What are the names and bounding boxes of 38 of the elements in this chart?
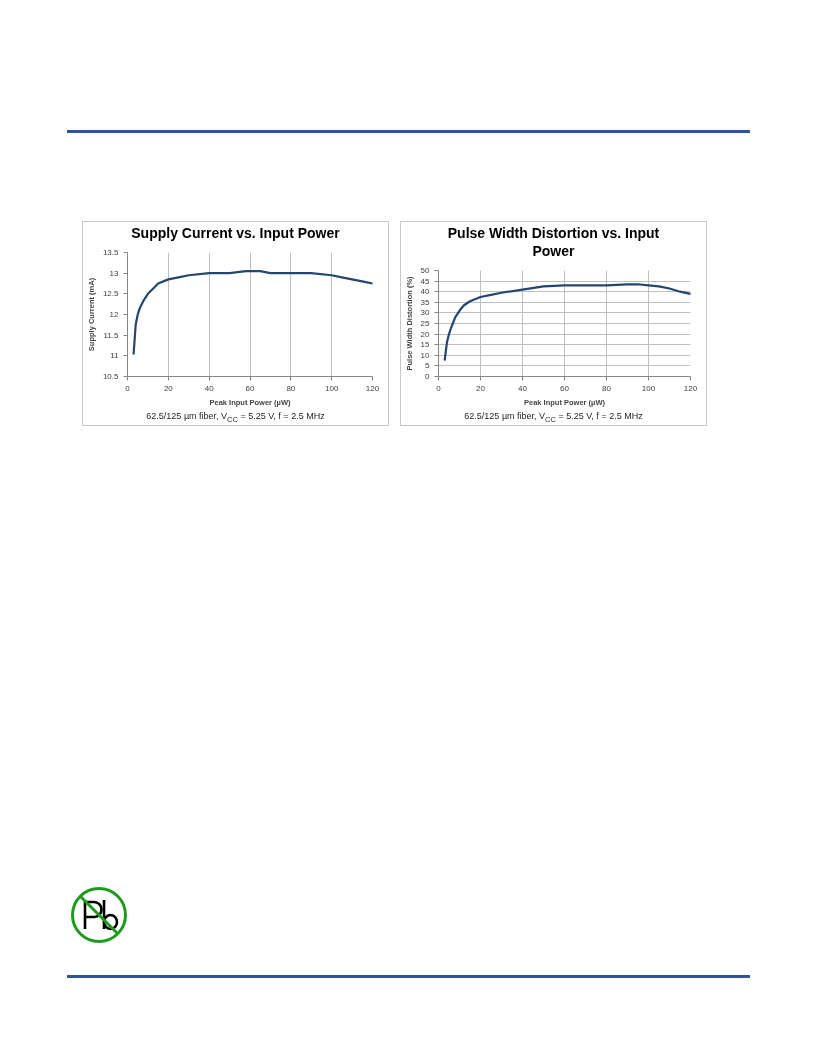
x-tick-label: 40	[518, 383, 528, 393]
x-tick-label: 60	[560, 383, 570, 393]
x-tick-label: 100	[641, 383, 656, 393]
x-tick-label: 0	[125, 383, 131, 393]
y-tick-label: 13	[109, 268, 120, 278]
y-tick-label: 5	[425, 361, 431, 371]
text: 62.5/125 µm fiber, V$_{CC}$ = 5.25 V, f = 2.5 MHz	[146, 410, 325, 426]
y-tick-label: 45	[420, 276, 431, 286]
y-tick-label: 15	[420, 340, 431, 350]
x-tick-label: 20	[163, 383, 174, 393]
x-tick-label: 100	[324, 383, 339, 393]
x-tick-label: 80	[286, 383, 296, 393]
text: 62.5/125 µm fiber, V$_{CC}$ = 5.25 V, f = 2.5 MHz	[464, 410, 643, 426]
y-tick-label: 40	[420, 287, 431, 297]
x-tick-label: 20	[476, 383, 486, 393]
y-tick-label: 11	[110, 351, 120, 361]
line-series	[132, 270, 373, 355]
x-tick-label: 80	[602, 383, 612, 393]
y-tick-label: 35	[420, 297, 431, 307]
y-tick-label: 12	[109, 310, 120, 319]
x-tick-label: 40	[204, 383, 215, 393]
y-tick-label: 11.5	[103, 330, 120, 340]
y-tick-label: 25	[420, 319, 431, 328]
y-tick-label: 10	[420, 350, 431, 360]
line-series	[443, 283, 691, 361]
y-tick-label: 20	[420, 329, 431, 339]
y-tick-label: 30	[420, 308, 431, 318]
chart-title: Supply Current vs. Input Power	[131, 224, 340, 242]
x-tick-label: 120	[365, 383, 380, 393]
y-tick-label: 13.5	[102, 248, 120, 257]
x-tick-label: 60	[245, 383, 255, 393]
chart-title: Pulse Width Distortion vs. Input Power	[446, 224, 661, 260]
y-tick-label: 12.5	[102, 289, 120, 299]
y-tick-label: 10.5	[102, 372, 120, 381]
y-tick-label: 50	[420, 266, 431, 275]
y-tick-label: 0	[425, 372, 431, 381]
x-tick-label: 120	[683, 383, 698, 393]
x-tick-label: 0	[436, 383, 442, 393]
